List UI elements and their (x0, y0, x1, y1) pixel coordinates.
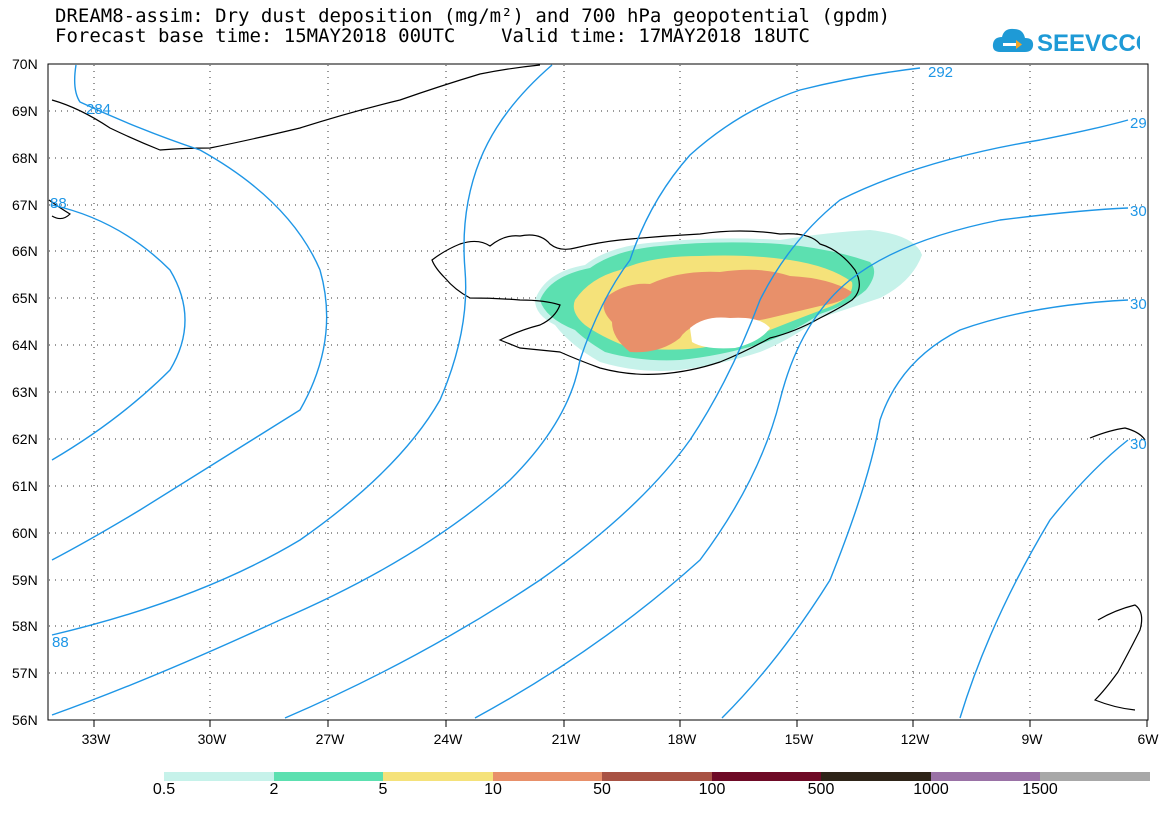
grid-lines (49, 65, 1147, 719)
colorbar-label: 500 (807, 781, 835, 798)
colorbar-box (712, 772, 821, 781)
contour-e (474, 207, 1129, 719)
scotland-coastline (1089, 427, 1146, 711)
colorbar-box (383, 772, 493, 781)
lat-label: 62N (12, 431, 38, 447)
colorbar-label: 1000 (913, 781, 949, 798)
contour-label: 30 (1130, 436, 1147, 453)
contour-label: 292 (928, 64, 953, 81)
lon-label: 24W (434, 731, 464, 747)
contour-f (721, 299, 1129, 719)
contour-b (51, 64, 553, 636)
tick-marks (93, 720, 1148, 727)
lat-label: 69N (12, 103, 38, 119)
cloud-icon (992, 28, 1034, 52)
colorbar-label: 1500 (1022, 781, 1058, 798)
contour-label: 88 (52, 634, 69, 651)
lat-label: 65N (12, 290, 38, 306)
lon-label: 6W (1138, 731, 1160, 747)
lat-label: 59N (12, 572, 38, 588)
contour-label: 284 (86, 101, 111, 118)
contour-284 (51, 64, 328, 561)
lon-label: 9W (1022, 731, 1044, 747)
contour-g (959, 439, 1129, 719)
contour-label: 30 (1130, 296, 1147, 313)
colorbar-box (493, 772, 602, 781)
colorbar-box (931, 772, 1040, 781)
colorbar-box (164, 772, 274, 781)
seevccc-logo: SEEVCCC (992, 28, 1140, 57)
colorbar-label: 10 (484, 781, 502, 798)
longitude-labels: 33W 30W 27W 24W 21W 18W 15W 12W 9W 6W (82, 731, 1160, 747)
colorbar-label: 5 (378, 781, 388, 798)
lon-label: 18W (668, 731, 698, 747)
contour-west-loop (51, 204, 186, 461)
latitude-labels: 70N 69N 68N 67N 66N 65N 64N 63N 62N 61N … (12, 56, 38, 728)
contour-label: 88 (50, 195, 67, 212)
map-title: DREAM8-assim: Dry dust deposition (mg/m²… (55, 5, 891, 27)
coastlines (48, 64, 1146, 711)
colorbar-label: 0.5 (152, 781, 176, 798)
greenland-coastline-west (48, 199, 71, 220)
lat-label: 63N (12, 384, 38, 400)
lon-label: 15W (785, 731, 815, 747)
lat-label: 70N (12, 56, 38, 72)
lat-label: 67N (12, 197, 38, 213)
lat-label: 56N (12, 712, 38, 728)
logo-text: SEEVCCC (1037, 30, 1140, 57)
lat-label: 61N (12, 478, 38, 494)
contour-label: 29 (1130, 115, 1147, 132)
contour-label: 30 (1130, 203, 1147, 220)
lat-label: 58N (12, 618, 38, 634)
map-subtitle: Forecast base time: 15MAY2018 00UTC Vali… (55, 25, 810, 47)
colorbar-box (602, 772, 712, 781)
colorbar-label: 2 (269, 781, 279, 798)
map-frame (47, 63, 1149, 721)
contour-d (284, 119, 1129, 719)
lat-label: 57N (12, 665, 38, 681)
lon-label: 27W (316, 731, 346, 747)
lon-label: 12W (901, 731, 931, 747)
geopotential-contours (51, 64, 1129, 719)
colorbar-box (274, 772, 383, 781)
lon-label: 33W (82, 731, 112, 747)
colorbar-box (1040, 772, 1150, 781)
colorbar-box (821, 772, 931, 781)
lat-label: 60N (12, 525, 38, 541)
dust-deposition-field (535, 230, 922, 371)
lat-label: 66N (12, 243, 38, 259)
colorbar-label: 50 (593, 781, 611, 798)
colorbar-label: 100 (698, 781, 726, 798)
contour-c (51, 67, 921, 716)
lat-label: 68N (12, 150, 38, 166)
lon-label: 30W (198, 731, 228, 747)
contour-labels: 284 88 88 292 29 30 30 30 (50, 64, 1147, 651)
lat-label: 64N (12, 337, 38, 353)
iceland-coastline (431, 230, 860, 375)
lon-label: 21W (552, 731, 582, 747)
greenland-coastline (51, 64, 541, 151)
dust-level-10 (603, 269, 852, 353)
